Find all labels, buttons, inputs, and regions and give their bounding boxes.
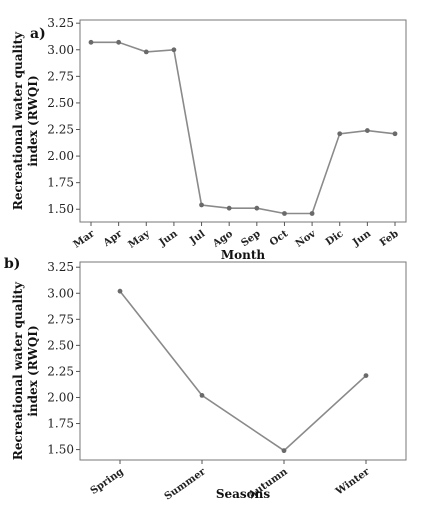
panel-b-y-axis-title-line2: index (RWQI) <box>26 325 40 416</box>
y-tick-label: 2.25 <box>47 364 74 378</box>
data-point <box>254 205 260 211</box>
panel-a-x-axis-title: Month <box>221 248 266 262</box>
data-point <box>309 211 315 216</box>
data-point <box>226 205 232 211</box>
panel-a-y-axis-title-line2: index (RWQI) <box>26 75 40 166</box>
data-point <box>171 47 177 53</box>
data-point <box>392 131 398 137</box>
data-point <box>363 373 369 378</box>
x-tick-label: Summer <box>163 466 209 503</box>
x-tick-label: Jun <box>350 228 374 249</box>
x-tick-label: Spring <box>89 466 126 497</box>
panel-b-y-axis-title-line1: Recreational water quality <box>11 281 25 460</box>
panel-b-label: b) <box>4 256 20 272</box>
y-tick-label: 3.25 <box>47 260 74 274</box>
x-tick-label: Apr <box>101 228 125 249</box>
x-tick-label: Oct <box>268 228 291 248</box>
panel-b-plot-frame <box>79 261 407 461</box>
data-point <box>116 39 122 45</box>
y-tick-label: 1.50 <box>47 202 74 216</box>
panel-a-y-axis: 1.50 1.75 2.00 2.25 2.50 2.75 3.00 3.25 <box>47 16 80 216</box>
panel-a-label: a) <box>30 26 46 42</box>
data-point <box>282 211 287 216</box>
panel-a-x-axis: Mar Apr May Jun Jul Ago Sep Oct Nov Dic Jun Feb <box>72 222 401 251</box>
x-tick-label: Dic <box>324 228 346 248</box>
y-tick-label: 2.00 <box>47 149 74 163</box>
x-tick-label: Ago <box>210 228 235 250</box>
y-tick-label: 3.00 <box>47 286 74 300</box>
panel-b: b) 1.50 1.75 2.00 2.25 2.50 2.75 3.00 3.25 Spri… <box>4 256 407 503</box>
x-tick-label: Jul <box>187 228 207 247</box>
panel-b-series-line <box>119 290 367 452</box>
x-tick-label: Nov <box>294 228 319 250</box>
data-point <box>364 128 370 133</box>
y-tick-label: 2.00 <box>47 390 74 404</box>
x-tick-label: May <box>127 228 153 251</box>
data-point <box>117 288 123 294</box>
x-tick-label: Mar <box>72 228 98 251</box>
y-tick-label: 2.75 <box>47 69 74 83</box>
panel-a: a) 1.501.752.002.252.502.753.003.25 Mar A… <box>11 16 407 262</box>
y-tick-label: 3.00 <box>47 43 74 57</box>
data-point <box>88 39 94 45</box>
panel-a-series-line <box>91 41 396 215</box>
data-point <box>337 131 343 137</box>
panel-a-points <box>88 39 398 216</box>
y-tick-label: 2.25 <box>47 123 74 137</box>
data-point <box>281 448 287 454</box>
x-tick-label: Jun <box>157 228 181 249</box>
y-tick-label: 2.75 <box>47 312 74 326</box>
y-tick-label: 2.50 <box>47 338 74 352</box>
x-tick-label: Winter <box>333 466 372 498</box>
panel-b-points <box>117 288 369 454</box>
data-point <box>199 392 205 398</box>
data-point <box>199 202 204 208</box>
y-tick-label: 3.25 <box>47 16 74 30</box>
y-tick-label: 2.50 <box>47 96 74 110</box>
panel-b-y-axis: 1.50 1.75 2.00 2.25 2.50 2.75 3.00 3.25 <box>47 260 80 457</box>
x-tick-label: Feb <box>378 228 401 248</box>
y-tick-label: 1.75 <box>47 417 74 431</box>
data-point <box>143 49 149 55</box>
panel-a-y-axis-title-line1: Recreational water quality <box>11 31 25 210</box>
y-tick-label: 1.50 <box>47 443 74 457</box>
panel-b-x-axis-title: Seasons <box>216 487 271 501</box>
x-tick-label: Sep <box>239 228 262 249</box>
panel-a-plot-frame <box>79 19 407 223</box>
y-tick-label: 1.75 <box>47 176 74 190</box>
